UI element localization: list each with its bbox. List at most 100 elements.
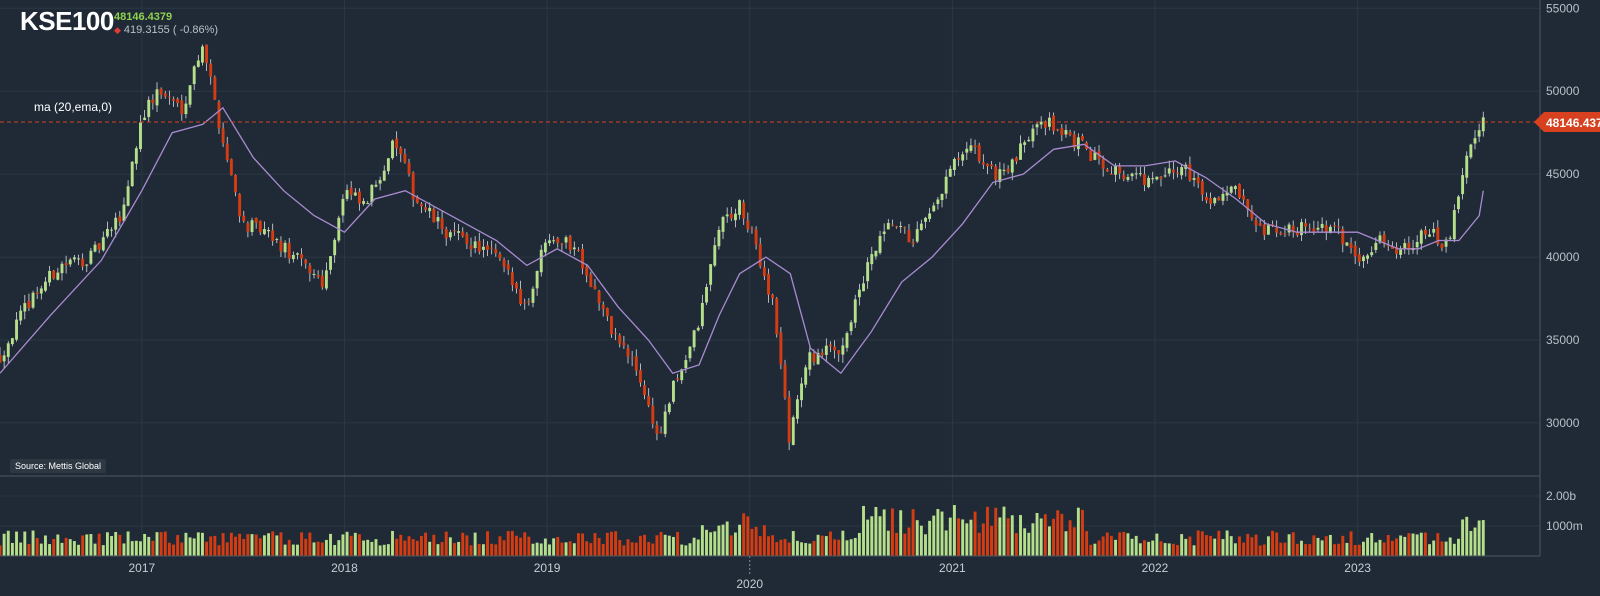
volume-bar	[510, 531, 514, 556]
candle-body	[6, 343, 10, 357]
candle-body	[907, 230, 911, 243]
volume-bar	[1089, 544, 1093, 556]
candle-body	[465, 234, 469, 245]
candle-body	[209, 63, 213, 77]
candle-body	[440, 218, 444, 229]
candle-body	[1233, 186, 1237, 190]
candle-body	[1254, 219, 1258, 226]
candle-body	[391, 140, 394, 159]
volume-bar	[114, 531, 118, 556]
volume-bar	[647, 542, 651, 556]
candle-body	[308, 265, 312, 274]
volume-bar	[1155, 533, 1159, 556]
volume-bar	[1378, 539, 1382, 556]
volume-bar	[849, 539, 853, 556]
candle-body	[940, 193, 944, 201]
volume-bar	[1192, 545, 1196, 556]
volume-bar	[126, 531, 130, 556]
volume-bar	[1411, 533, 1415, 556]
candle-body	[1010, 159, 1014, 173]
candle-body	[1225, 192, 1229, 196]
candle-body	[717, 229, 721, 247]
volume-bar	[1143, 540, 1146, 556]
volume-bar	[1072, 527, 1076, 556]
volume-bar	[1316, 537, 1320, 556]
candle-body	[1068, 132, 1072, 135]
candle-body	[1242, 195, 1246, 200]
candle-body	[1328, 226, 1332, 234]
volume-bar	[1419, 532, 1423, 556]
volume-bar	[957, 518, 960, 556]
candle-body	[1023, 142, 1027, 145]
x-tick-label: 2017	[128, 561, 155, 575]
candle-body	[1056, 129, 1060, 131]
volume-bar	[1341, 535, 1345, 556]
candle-body	[1143, 174, 1146, 185]
volume-bar	[362, 540, 366, 556]
candle-body	[1407, 242, 1411, 250]
volume-bar	[928, 520, 932, 556]
volume-bar	[44, 535, 47, 556]
volume-bar	[477, 543, 481, 556]
candle-body	[1469, 144, 1473, 158]
volume-bar	[845, 540, 849, 556]
candle-body	[1081, 135, 1084, 141]
volume-bar	[213, 535, 217, 556]
candle-body	[672, 380, 675, 402]
candle-body	[23, 303, 27, 312]
volume-bar	[308, 532, 312, 556]
candle-body	[1006, 168, 1010, 172]
indicator-label: ma (20,ema,0)	[34, 100, 113, 114]
candle-body	[1246, 199, 1250, 210]
volume-bar	[783, 539, 787, 556]
candle-body	[217, 102, 221, 129]
candle-body	[1155, 176, 1159, 180]
candle-body	[1200, 181, 1204, 195]
volume-bar	[386, 544, 390, 556]
volume-bar	[750, 528, 754, 556]
volume-bar	[1221, 539, 1225, 556]
down-arrow-icon: ◆	[114, 25, 121, 35]
candle-body	[750, 228, 754, 230]
volume-bar	[275, 535, 279, 556]
volume-bar	[1147, 541, 1151, 556]
candle-body	[663, 411, 667, 434]
candle-body	[1386, 244, 1390, 247]
candle-body	[1089, 149, 1093, 162]
candle-body	[1304, 223, 1308, 227]
candle-body	[163, 93, 167, 97]
volume-bar	[638, 535, 642, 556]
volume-bar	[791, 531, 795, 556]
candle-body	[316, 274, 320, 277]
candle-body	[1374, 242, 1378, 250]
candle-body	[1101, 159, 1105, 169]
volume-bar	[795, 540, 799, 556]
volume-bar	[35, 538, 39, 556]
candle-body	[1403, 243, 1407, 249]
volume-bar	[866, 519, 870, 556]
volume-bar	[324, 539, 328, 556]
candle-body	[833, 346, 837, 351]
volume-bar	[1047, 526, 1051, 556]
candle-body	[1167, 168, 1171, 174]
candle-body	[849, 322, 853, 332]
volume-bar	[1333, 544, 1336, 556]
candle-body	[824, 345, 828, 355]
candle-body	[262, 229, 266, 235]
volume-bar	[10, 542, 14, 556]
candle-body	[605, 307, 609, 317]
candle-body	[560, 243, 564, 245]
volume-bar	[721, 524, 725, 556]
volume-bar	[659, 531, 663, 556]
volume-bar	[1283, 542, 1287, 556]
candle-body	[428, 207, 432, 212]
volume-bar	[1159, 541, 1163, 556]
candle-body	[725, 214, 729, 217]
candle-body	[961, 154, 965, 161]
volume-bar	[366, 539, 370, 556]
y-tick-label: 35000	[1546, 333, 1580, 347]
volume-bar	[56, 534, 60, 556]
candle-body	[1138, 173, 1142, 175]
candle-body	[172, 98, 175, 101]
